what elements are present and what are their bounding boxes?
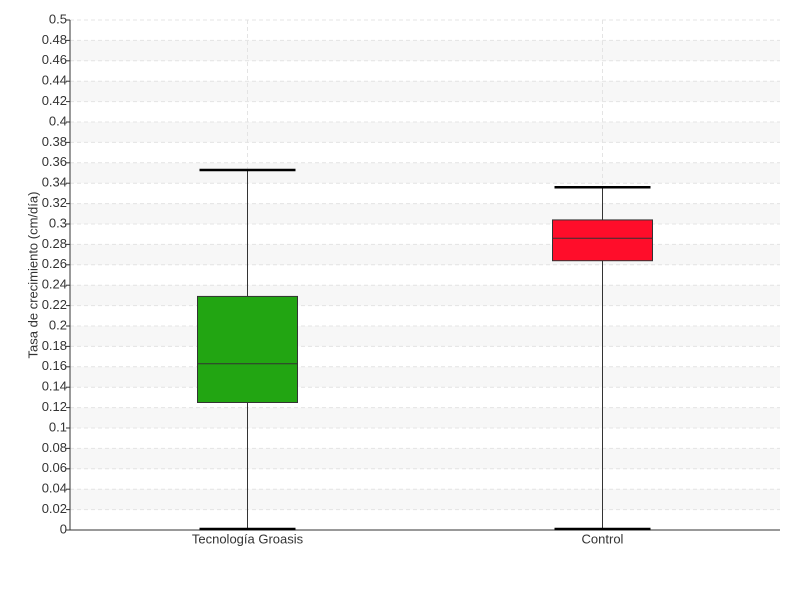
grid-band [70, 448, 780, 469]
grid-band [70, 162, 780, 184]
y-tick-label: 0.38 [42, 134, 67, 149]
y-tick-label: 0.06 [42, 460, 67, 475]
y-tick-label: 0.2 [49, 317, 67, 332]
y-tick-label: 0.1 [49, 419, 67, 434]
y-tick-label: 0 [60, 521, 67, 536]
box [552, 219, 653, 262]
y-tick-label: 0.24 [42, 277, 67, 292]
y-tick-label: 0.36 [42, 154, 67, 169]
y-tick-label: 0.14 [42, 379, 67, 394]
y-tick-label: 0.3 [49, 215, 67, 230]
y-tick-label: 0.22 [42, 297, 67, 312]
grid-band [70, 40, 780, 61]
y-tick-label: 0.12 [42, 399, 67, 414]
y-tick-label: 0.08 [42, 440, 67, 455]
y-tick-label: 0.18 [42, 338, 67, 353]
grid-band [70, 122, 780, 143]
y-tick-label: 0.34 [42, 175, 67, 190]
y-tick-label: 0.5 [49, 11, 67, 26]
y-axis-label: Tasa de crecimiento (cm/día) [25, 192, 40, 359]
grid-band [70, 244, 780, 265]
grid-band [70, 326, 780, 347]
y-tick-label: 0.44 [42, 73, 67, 88]
y-tick-label: 0.28 [42, 236, 67, 251]
grid-band [70, 489, 780, 510]
grid-band [70, 407, 780, 428]
x-tick-label: Tecnología Groasis [192, 531, 304, 546]
y-tick-label: 0.4 [49, 113, 67, 128]
y-tick-label: 0.16 [42, 358, 67, 373]
y-tick-label: 0.46 [42, 52, 67, 67]
y-tick-label: 0.32 [42, 195, 67, 210]
y-tick-label: 0.48 [42, 32, 67, 47]
y-tick-label: 0.42 [42, 93, 67, 108]
grid-band [70, 285, 780, 306]
y-tick-label: 0.04 [42, 481, 67, 496]
y-tick-label: 0.02 [42, 501, 67, 516]
grid-band [70, 203, 780, 224]
grid-band [70, 81, 780, 102]
grid-band [70, 366, 780, 388]
y-tick-label: 0.26 [42, 256, 67, 271]
box [197, 295, 298, 404]
x-tick-label: Control [582, 531, 624, 546]
